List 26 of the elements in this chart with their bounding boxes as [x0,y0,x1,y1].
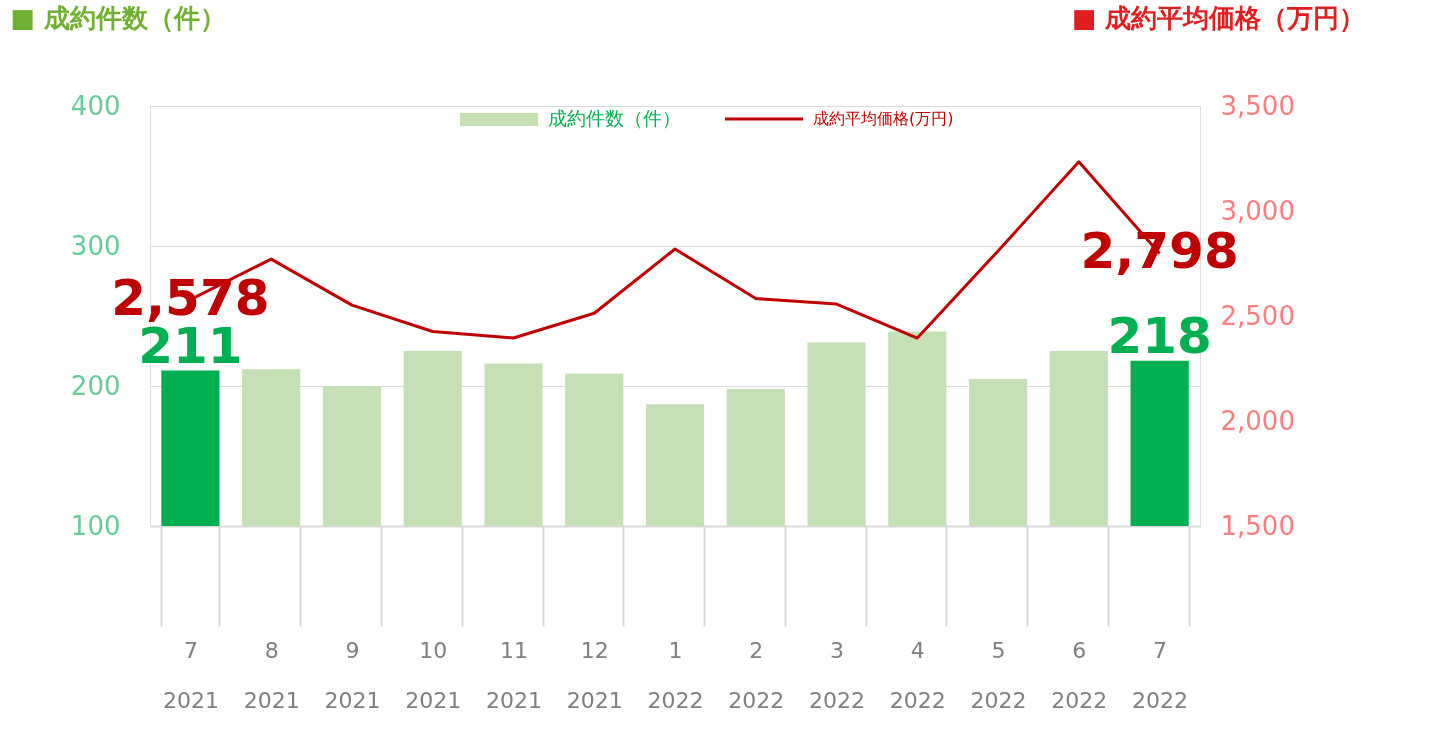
y-tick-label: 200 [70,370,121,401]
y-tick-label: 300 [70,230,121,261]
x-tick-label: 11 2021 [485,637,542,713]
x-tick-label: 7 2022 [1132,637,1189,713]
x-tick-label: 12 2021 [566,637,623,713]
x-tick-label: 9 2021 [324,637,381,713]
y-tick-label: 400 [70,90,121,121]
y-axis-title: ■ 成約件数（件） [10,2,227,33]
x-tick-label: 8 2021 [243,637,300,713]
x-tick-label: 10 2021 [405,637,462,713]
legend-label: 成約平均価格(万円) [813,109,954,128]
x-tick-label: 2 2022 [728,637,785,713]
x-tick-label: 6 2022 [1051,637,1108,713]
y2-tick-label: 2,000 [1220,405,1295,436]
y-tick-label: 100 [70,510,121,541]
y2-tick-label: 2,500 [1220,300,1295,331]
x-tick-label: 7 2021 [162,637,219,713]
legend-label: 成約件数（件） [548,107,681,129]
x-tick-label: 5 2022 [970,637,1027,713]
y2-tick-label: 3,500 [1220,90,1295,121]
data-label: 218 [1107,306,1212,365]
x-tick-label: 1 2022 [647,637,704,713]
x-tick-label: 4 2022 [889,637,946,713]
x-tick-label: 3 2022 [809,637,866,713]
y2-tick-label: 1,500 [1220,510,1295,541]
y2-axis-title: ■ 成約平均価格（万円） [1071,2,1366,33]
